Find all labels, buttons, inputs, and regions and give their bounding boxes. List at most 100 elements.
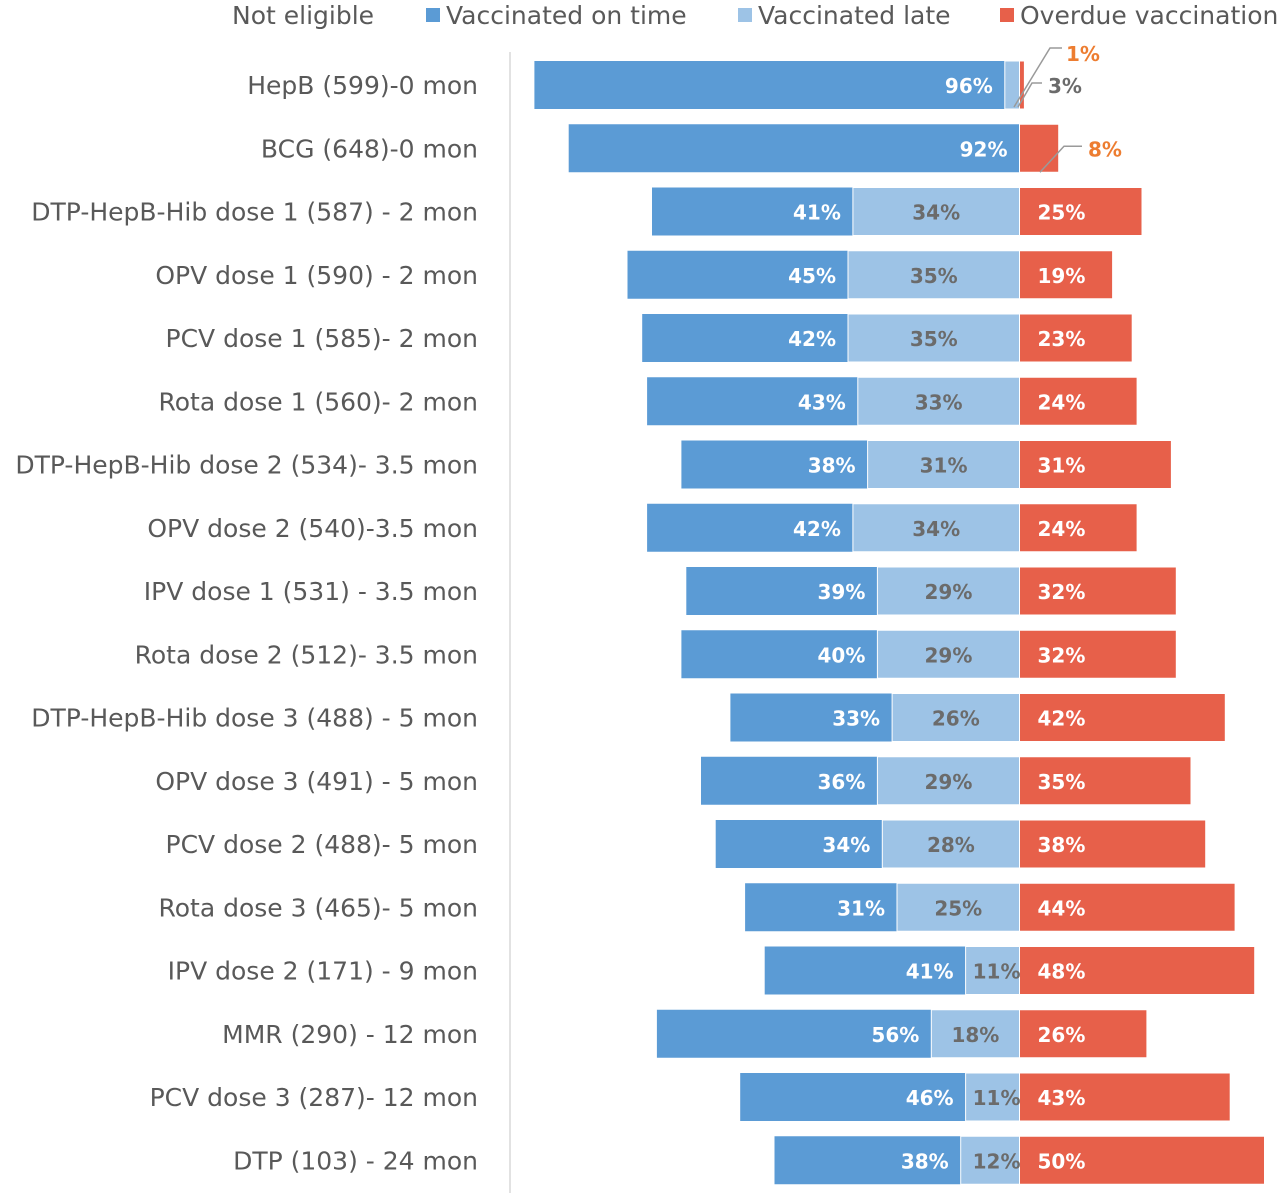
category-label: DTP (103) - 24 mon <box>233 1146 478 1175</box>
bar-overdue <box>1019 1072 1231 1122</box>
bar-overdue <box>1019 882 1236 932</box>
callout-hepb: 1%3% <box>1013 42 1100 108</box>
category-label: HepB (599)-0 mon <box>247 71 478 100</box>
bar-overdue <box>1019 250 1114 300</box>
bar-on-time <box>774 1136 961 1185</box>
label-overdue: 50% <box>1038 1149 1086 1173</box>
bar-overdue <box>1019 503 1138 553</box>
bar-late <box>891 693 1020 742</box>
label-late: 11% <box>973 960 1021 984</box>
bar-overdue <box>1019 629 1177 679</box>
label-overdue: 43% <box>1038 1086 1086 1110</box>
bar-late <box>960 1135 1021 1185</box>
label-late: 35% <box>910 264 958 288</box>
bar-overdue <box>1019 376 1138 426</box>
label-overdue: 19% <box>1038 264 1086 288</box>
legend-label: Vaccinated on time <box>446 1 687 30</box>
label-late: 29% <box>925 580 973 604</box>
bar-row: 42% 34% 24% <box>647 503 1138 553</box>
bar-overdue <box>1019 566 1177 616</box>
label-overdue: 26% <box>1038 1023 1086 1047</box>
bar-on-time <box>534 61 1005 109</box>
label-late: 29% <box>925 643 973 667</box>
bar-row: 36% 29% 35% <box>701 756 1192 806</box>
bar-on-time <box>681 630 878 679</box>
label-overdue: 48% <box>1038 960 1086 984</box>
bar-row: 33% 26% 42% <box>730 693 1226 742</box>
label-overdue: 32% <box>1038 643 1086 667</box>
callout-leader <box>1017 82 1042 108</box>
label-overdue: 24% <box>1038 390 1086 414</box>
label-overdue: 31% <box>1038 454 1086 478</box>
bar-late <box>857 376 1020 426</box>
label-on-time: 39% <box>818 580 866 604</box>
bar-late <box>930 1009 1020 1059</box>
label-late: 18% <box>951 1023 999 1047</box>
bar-row: 39% 29% 32% <box>686 566 1177 616</box>
legend-label: Not eligible <box>232 1 374 30</box>
bar-on-time <box>730 693 893 742</box>
bar-row: 38% 31% 31% <box>681 440 1172 489</box>
bar-row: 34% 28% 38% <box>715 819 1207 869</box>
label-overdue: 1% <box>1066 42 1100 66</box>
label-late: 3% <box>1048 74 1082 98</box>
legend-item: Not eligible <box>232 1 374 30</box>
bar-late <box>876 629 1021 679</box>
legend-swatch <box>738 8 752 22</box>
label-late: 34% <box>912 517 960 541</box>
bar-row: 43% 33% 24% <box>647 376 1138 426</box>
bar-overdue <box>1019 440 1172 489</box>
label-late: 26% <box>932 707 980 731</box>
label-on-time: 41% <box>906 960 954 984</box>
bar-row: 41% 34% 25% <box>652 187 1143 236</box>
category-label: Rota dose 1 (560)- 2 mon <box>158 387 478 416</box>
category-label: DTP-HepB-Hib dose 1 (587) - 2 mon <box>31 198 478 227</box>
label-late: 28% <box>927 833 975 857</box>
bar-late <box>852 187 1021 236</box>
bar-on-time <box>647 503 853 552</box>
category-label: OPV dose 2 (540)-3.5 mon <box>147 514 478 543</box>
bar-on-time <box>568 124 1020 173</box>
bar-late <box>852 503 1021 553</box>
label-on-time: 38% <box>901 1149 949 1173</box>
label-overdue: 38% <box>1038 833 1086 857</box>
label-on-time: 43% <box>798 390 846 414</box>
bar-overdue <box>1019 946 1256 995</box>
bar-late <box>881 819 1020 869</box>
label-overdue: 8% <box>1088 137 1122 161</box>
bar-late <box>847 313 1020 363</box>
label-on-time: 46% <box>906 1086 954 1110</box>
bar-on-time <box>740 1073 966 1121</box>
bar-row: 96% <box>534 60 1025 110</box>
category-label: Rota dose 2 (512)- 3.5 mon <box>135 640 478 669</box>
bar-row: 31% 25% 44% <box>745 882 1236 932</box>
label-on-time: 42% <box>793 517 841 541</box>
label-overdue: 44% <box>1038 896 1086 920</box>
bars: 96% 92% 41% 34% 25% 45% 35% 19% 42% 35% 23% 43% 33% 2… <box>534 60 1265 1185</box>
bar-on-time <box>647 377 858 426</box>
callout-bcg: 8% <box>1039 137 1122 173</box>
label-overdue: 42% <box>1038 707 1086 731</box>
category-label: PCV dose 2 (488)- 5 mon <box>166 830 479 859</box>
bar-on-time <box>686 567 878 615</box>
callout-leader <box>1039 145 1082 173</box>
bar-late <box>847 250 1020 300</box>
legend-label: Vaccinated late <box>758 1 951 30</box>
category-label: MMR (290) - 12 mon <box>222 1020 478 1049</box>
category-label: OPV dose 3 (491) - 5 mon <box>155 767 478 796</box>
label-on-time: 34% <box>822 833 870 857</box>
bar-on-time <box>642 314 848 362</box>
bar-row: 42% 35% 23% <box>642 313 1133 363</box>
legend-item: Overdue vaccination <box>1000 1 1278 30</box>
category-labels: HepB (599)-0 mon BCG (648)-0 mon DTP-HepB-… <box>15 71 478 1175</box>
bar-row: 56% 18% 26% <box>656 1009 1148 1059</box>
category-label: DTP-HepB-Hib dose 3 (488) - 5 mon <box>31 704 478 733</box>
legend: Not eligible Vaccinated on time Vaccinated… <box>232 1 1278 30</box>
bar-on-time <box>701 756 878 805</box>
label-overdue: 25% <box>1038 201 1086 225</box>
label-overdue: 23% <box>1038 327 1086 351</box>
bar-row: 38% 12% 50% <box>774 1135 1265 1185</box>
bar-overdue <box>1019 187 1143 236</box>
label-late: 25% <box>934 896 982 920</box>
